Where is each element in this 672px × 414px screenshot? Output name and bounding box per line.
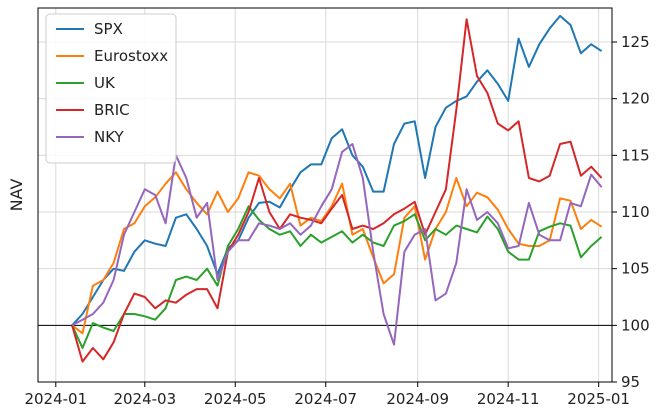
x-tick-label: 2024-11 (477, 390, 540, 408)
x-tick-label: 2024-09 (386, 390, 449, 408)
x-tick-label: 2025-01 (567, 390, 630, 408)
y-tick-label: 125 (621, 33, 650, 51)
legend-box (45, 13, 177, 164)
series-line-bric (71, 18, 603, 363)
y-axis-label: NAV (7, 179, 26, 212)
series-line-spx (71, 14, 603, 326)
x-tick-label: 2024-07 (294, 390, 357, 408)
y-tick-label: 115 (621, 146, 650, 164)
series-lines (71, 14, 603, 363)
y-tick-label: 95 (621, 373, 640, 391)
x-tick-label: 2024-01 (24, 390, 87, 408)
legend-label: UK (94, 74, 116, 92)
y-tick-label: 105 (621, 260, 650, 278)
series-line-nky (71, 143, 603, 346)
plot-frame (37, 7, 613, 383)
legend-label: NKY (94, 128, 125, 146)
x-axis: 2024-01 2024-03 2024-05 2024-07 2024-09 2024-… (24, 382, 630, 408)
legend-label: BRIC (94, 101, 130, 119)
series-line-uk (71, 205, 603, 349)
legend-label: Eurostoxx (94, 47, 168, 65)
y-axis: 95 100 105 110 115 120 125 (612, 33, 650, 391)
x-tick-label: 2024-05 (204, 390, 267, 408)
y-tick-label: 100 (621, 316, 650, 334)
x-tick-label: 2024-03 (113, 390, 176, 408)
legend: SPX Eurostoxx UK BRIC NKY (45, 13, 177, 164)
y-tick-label: 120 (621, 90, 650, 108)
legend-label: SPX (94, 20, 123, 38)
series-line-eurostoxx (71, 171, 603, 335)
y-tick-label: 110 (621, 203, 650, 221)
